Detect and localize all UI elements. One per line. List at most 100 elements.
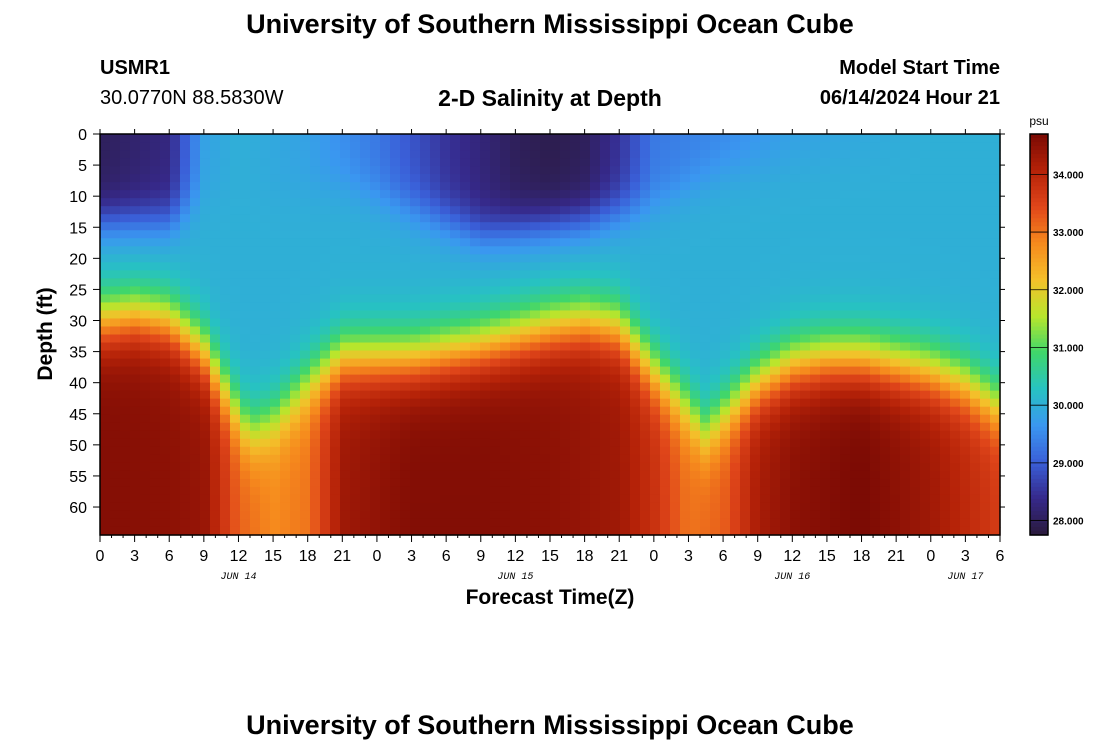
heatmap-cell bbox=[330, 446, 341, 456]
heatmap-cell bbox=[360, 182, 371, 191]
heatmap-cell bbox=[630, 190, 641, 199]
heatmap-cell bbox=[520, 246, 531, 255]
heatmap-cell bbox=[420, 518, 431, 528]
heatmap-cell bbox=[760, 518, 771, 528]
heatmap-cell bbox=[790, 182, 801, 191]
heatmap-cell bbox=[140, 502, 151, 512]
heatmap-cell bbox=[600, 358, 611, 368]
heatmap-cell bbox=[240, 278, 251, 287]
heatmap-cell bbox=[930, 214, 941, 223]
heatmap-cell bbox=[360, 350, 371, 360]
heatmap-cell bbox=[860, 238, 871, 247]
heatmap-cell bbox=[810, 150, 821, 159]
heatmap-cell bbox=[630, 174, 641, 183]
heatmap-cell bbox=[340, 358, 351, 368]
colorbar-swatch bbox=[1030, 354, 1048, 360]
heatmap-cell bbox=[910, 230, 921, 239]
heatmap-cell bbox=[910, 366, 921, 376]
heatmap-cell bbox=[540, 286, 551, 295]
heatmap-cell bbox=[420, 278, 431, 287]
heatmap-cell bbox=[720, 414, 731, 424]
heatmap-cell bbox=[600, 462, 611, 472]
colorbar-swatch bbox=[1030, 198, 1048, 203]
heatmap-cell bbox=[920, 494, 931, 504]
heatmap-cell bbox=[560, 438, 571, 448]
heatmap-cell bbox=[210, 382, 221, 392]
heatmap-cell bbox=[800, 262, 811, 271]
heatmap-cell bbox=[590, 286, 601, 295]
heatmap-cell bbox=[230, 398, 241, 408]
heatmap-cell bbox=[110, 374, 121, 384]
heatmap-cell bbox=[570, 382, 581, 392]
heatmap-cell bbox=[490, 350, 501, 360]
heatmap-cell bbox=[440, 342, 451, 352]
heatmap-cell bbox=[140, 182, 151, 191]
heatmap-cell bbox=[700, 318, 711, 328]
heatmap-cell bbox=[600, 430, 611, 440]
heatmap-cell bbox=[140, 134, 151, 143]
heatmap-cell bbox=[990, 302, 1001, 312]
heatmap-cell bbox=[260, 318, 271, 328]
heatmap-cell bbox=[260, 134, 271, 143]
heatmap-cell bbox=[970, 374, 981, 384]
heatmap-cell bbox=[850, 238, 861, 247]
heatmap-cell bbox=[340, 318, 351, 328]
heatmap-cell bbox=[450, 406, 461, 416]
heatmap-cell bbox=[980, 414, 991, 424]
heatmap-cell bbox=[580, 366, 591, 376]
heatmap-cell bbox=[230, 366, 241, 376]
heatmap-cell bbox=[220, 214, 231, 223]
heatmap-cell bbox=[560, 446, 571, 456]
heatmap-cell bbox=[440, 486, 451, 496]
x-tick-label: 18 bbox=[299, 548, 317, 565]
heatmap-cell bbox=[180, 446, 191, 456]
heatmap-cell bbox=[320, 254, 331, 263]
heatmap-cell bbox=[660, 158, 671, 167]
heatmap-cell bbox=[490, 134, 501, 143]
heatmap-cell bbox=[820, 230, 831, 239]
heatmap-cell bbox=[770, 166, 781, 175]
heatmap-cell bbox=[430, 246, 441, 255]
heatmap-cell bbox=[240, 358, 251, 368]
heatmap-cell bbox=[230, 382, 241, 392]
heatmap-cell bbox=[300, 430, 311, 440]
heatmap-cell bbox=[130, 166, 141, 175]
heatmap-cell bbox=[680, 270, 691, 279]
heatmap-cell bbox=[300, 262, 311, 271]
heatmap-cell bbox=[620, 230, 631, 239]
heatmap-cell bbox=[340, 342, 351, 352]
heatmap-cell bbox=[170, 238, 181, 247]
heatmap-cell bbox=[900, 446, 911, 456]
heatmap-cell bbox=[250, 134, 261, 143]
heatmap-cell bbox=[290, 262, 301, 271]
heatmap-cell bbox=[270, 134, 281, 143]
heatmap-cell bbox=[550, 518, 561, 528]
heatmap-cell bbox=[870, 278, 881, 287]
heatmap-cell bbox=[910, 438, 921, 448]
heatmap-cell bbox=[900, 278, 911, 287]
heatmap-cell bbox=[180, 526, 191, 536]
heatmap-cell bbox=[380, 454, 391, 464]
heatmap-cell bbox=[670, 446, 681, 456]
heatmap-cell bbox=[220, 358, 231, 368]
heatmap-cell bbox=[410, 310, 421, 320]
heatmap-cell bbox=[890, 334, 901, 344]
heatmap-cell bbox=[620, 438, 631, 448]
heatmap-cell bbox=[920, 366, 931, 376]
heatmap-cell bbox=[260, 398, 271, 408]
heatmap-cell bbox=[650, 142, 661, 151]
heatmap-cell bbox=[860, 510, 871, 520]
heatmap-cell bbox=[420, 134, 431, 143]
heatmap-cell bbox=[630, 510, 641, 520]
heatmap-cell bbox=[620, 382, 631, 392]
heatmap-cell bbox=[920, 310, 931, 320]
heatmap-cell bbox=[430, 278, 441, 287]
heatmap-cell bbox=[740, 158, 751, 167]
heatmap-cell bbox=[530, 470, 541, 480]
heatmap-cell bbox=[830, 174, 841, 183]
heatmap-cell bbox=[380, 174, 391, 183]
heatmap-cell bbox=[410, 254, 421, 263]
heatmap-cell bbox=[320, 478, 331, 488]
heatmap-cell bbox=[260, 158, 271, 167]
heatmap-cell bbox=[580, 462, 591, 472]
